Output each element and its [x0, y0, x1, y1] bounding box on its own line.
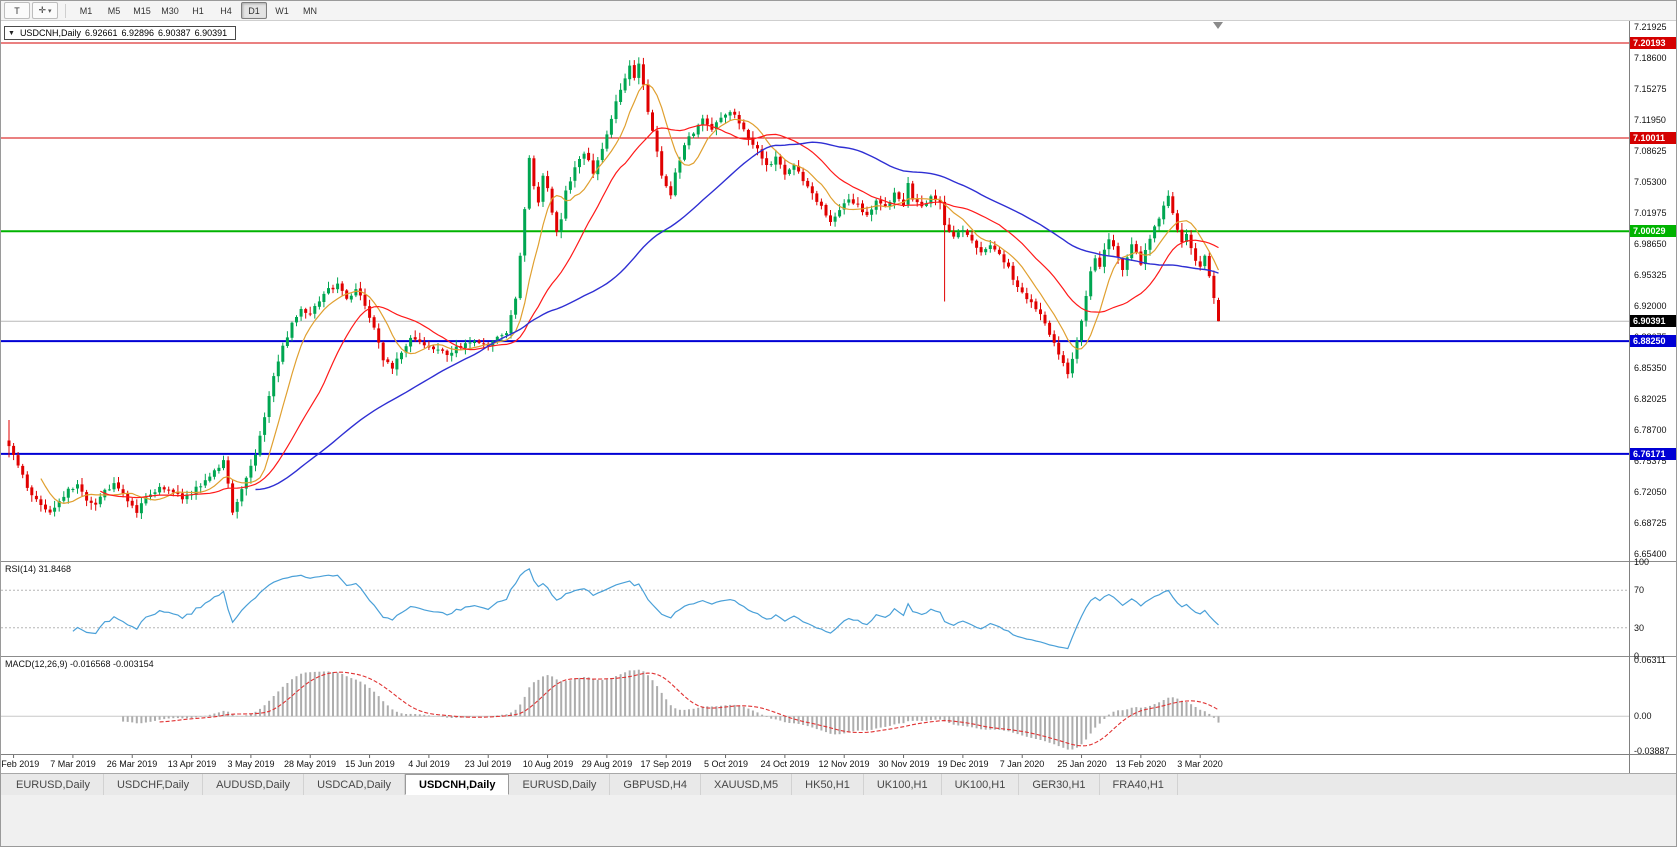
chart-tab-hk50-h1-8[interactable]: HK50,H1: [792, 774, 864, 795]
chevron-down-icon: ▾: [48, 7, 52, 15]
timeframe-button-m15[interactable]: M15: [133, 5, 151, 16]
timeframe-button-w1[interactable]: W1: [275, 5, 289, 16]
main-price-panel: [1, 42, 1629, 519]
crosshair-icon: ✛: [38, 5, 47, 15]
macd-histogram: [122, 669, 1220, 750]
low-value: 6.90387: [158, 28, 191, 38]
timeframe-button-m1[interactable]: M1: [79, 5, 93, 16]
open-value: 6.92661: [84, 28, 118, 38]
macd-signal-line: [159, 671, 1219, 747]
symbol-period-label: USDCNH,Daily: [19, 28, 81, 38]
chart-tab-usdcad-daily-3[interactable]: USDCAD,Daily: [304, 774, 406, 795]
ma-mid-line: [100, 124, 1219, 499]
chart-tab-fra40-h1-12[interactable]: FRA40,H1: [1099, 774, 1178, 795]
timeframe-button-d1[interactable]: D1: [241, 2, 267, 19]
rsi-panel: [1, 568, 1629, 650]
ma-slow-line: [255, 141, 1219, 491]
chart-tab-gbpusd-h4-6[interactable]: GBPUSD,H4: [610, 774, 701, 795]
high-value: 6.92896: [121, 28, 155, 38]
timeframe-buttons: M1 M5 M15 M30 H1 H4 D1 W1 MN: [73, 2, 323, 19]
macd-panel: [1, 669, 1629, 750]
chart-tab-usdchf-daily-1[interactable]: USDCHF,Daily: [103, 774, 204, 795]
ma-fast-line: [40, 83, 1220, 505]
chart-tool-button[interactable]: T: [4, 2, 30, 19]
rsi-line: [72, 568, 1219, 650]
close-value: 6.90391: [194, 28, 228, 38]
toolbar: T ✛ ▾ M1 M5 M15 M30 H1 H4 D1 W1 MN: [1, 1, 1676, 21]
chart-tool-icon: T: [14, 5, 20, 16]
chart-tab-eurusd-daily-5[interactable]: EURUSD,Daily: [509, 774, 611, 795]
chart-tab-xauusd-m5-7[interactable]: XAUUSD,M5: [700, 774, 793, 795]
chart-tab-uk100-h1-10[interactable]: UK100,H1: [941, 774, 1020, 795]
chart-ohlc-header[interactable]: ▼ USDCNH,Daily 6.92661 6.92896 6.90387 6…: [4, 26, 237, 40]
chart-tabs-bar: EURUSD,Daily USDCHF,Daily AUDUSD,Daily USDC…: [1, 773, 1676, 795]
chart-tab-usdcnh-daily-4[interactable]: USDCNH,Daily: [405, 774, 510, 795]
chart-tab-uk100-h1-9[interactable]: UK100,H1: [863, 774, 942, 795]
collapse-arrow-icon: ▼: [8, 29, 15, 37]
crosshair-tool-button[interactable]: ✛ ▾: [32, 2, 58, 19]
timeframe-button-h1[interactable]: H1: [192, 5, 204, 16]
chart-tab-ger30-h1-11[interactable]: GER30,H1: [1019, 774, 1100, 795]
window-bottom-filler: [1, 795, 1676, 846]
chart-tab-eurusd-daily-0[interactable]: EURUSD,Daily: [3, 774, 104, 795]
timeframe-button-m5[interactable]: M5: [107, 5, 121, 16]
chart-shift-marker-icon[interactable]: [1213, 22, 1223, 29]
toolbar-separator: [65, 3, 66, 18]
timeframe-button-m30[interactable]: M30: [161, 5, 179, 16]
chart-tab-audusd-daily-2[interactable]: AUDUSD,Daily: [203, 774, 305, 795]
timeframe-button-mn[interactable]: MN: [303, 5, 317, 16]
timeframe-button-h4[interactable]: H4: [220, 5, 232, 16]
candles-layer: [7, 57, 1220, 519]
